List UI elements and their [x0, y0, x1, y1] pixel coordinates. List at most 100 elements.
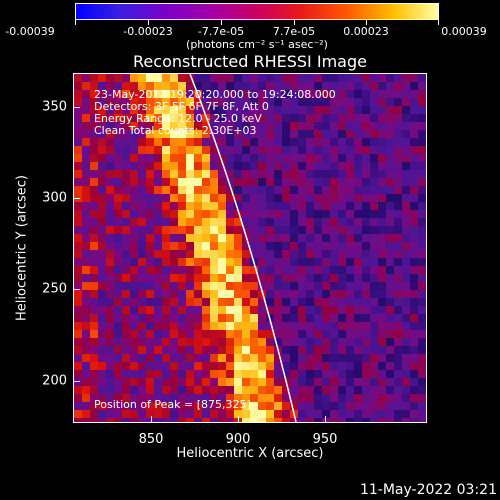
heatmap-cell [154, 362, 162, 370]
heatmap-cell [186, 226, 194, 234]
heatmap-cell [98, 162, 106, 170]
heatmap-cell [178, 290, 186, 298]
heatmap-cell [266, 370, 274, 378]
heatmap-cell [74, 338, 82, 346]
heatmap-cell [250, 354, 258, 362]
heatmap-cell [402, 234, 410, 242]
heatmap-cell [146, 354, 154, 362]
heatmap-cell [250, 362, 258, 370]
heatmap-cell [346, 322, 354, 330]
heatmap-cell [202, 354, 210, 362]
heatmap-cell [258, 98, 266, 106]
heatmap-cell [178, 178, 186, 186]
heatmap-cell [170, 330, 178, 338]
heatmap-cell [386, 378, 394, 386]
colorbar-tick-label: 0.00039 [441, 25, 487, 38]
heatmap-cell [282, 258, 290, 266]
heatmap-cell [402, 154, 410, 162]
heatmap-cell [226, 114, 234, 122]
heatmap-cell [410, 194, 418, 202]
heatmap-cell [354, 330, 362, 338]
heatmap-cell [394, 154, 402, 162]
heatmap-cell [154, 98, 162, 106]
heatmap-cell [322, 170, 330, 178]
heatmap-cell [322, 130, 330, 138]
heatmap-cell [130, 226, 138, 234]
heatmap-cell [234, 130, 242, 138]
heatmap-cell [154, 74, 162, 82]
heatmap-cell [402, 266, 410, 274]
heatmap-cell [82, 322, 90, 330]
heatmap-cell [314, 362, 322, 370]
heatmap-cell [298, 74, 306, 82]
heatmap-cell [378, 386, 386, 394]
heatmap-cell [354, 154, 362, 162]
colorbar-tick-label: -7.7e-05 [197, 25, 245, 38]
heatmap-cell [146, 362, 154, 370]
heatmap-cell [162, 130, 170, 138]
heatmap-cell [122, 370, 130, 378]
heatmap-cell [402, 146, 410, 154]
heatmap-cell [322, 146, 330, 154]
heatmap-cell [146, 242, 154, 250]
heatmap-cell [306, 138, 314, 146]
heatmap-cell [242, 378, 250, 386]
heatmap-cell [298, 178, 306, 186]
heatmap-cell [394, 346, 402, 354]
heatmap-cell [138, 314, 146, 322]
heatmap-cell [322, 386, 330, 394]
heatmap-cell [194, 410, 202, 418]
heatmap-cell [290, 234, 298, 242]
heatmap-cell [98, 314, 106, 322]
heatmap-cell [106, 210, 114, 218]
heatmap-cell [274, 306, 282, 314]
heatmap-cell [154, 370, 162, 378]
heatmap-cell [146, 394, 154, 402]
heatmap-cell [306, 314, 314, 322]
heatmap-cell [362, 226, 370, 234]
heatmap-cell [322, 226, 330, 234]
heatmap-cell [370, 218, 378, 226]
heatmap-cell [402, 242, 410, 250]
heatmap-cell [354, 178, 362, 186]
heatmap-cell [186, 282, 194, 290]
heatmap-cell [106, 378, 114, 386]
heatmap-cell [330, 98, 338, 106]
heatmap-cell [138, 250, 146, 258]
heatmap-cell [90, 98, 98, 106]
heatmap-cell [114, 418, 122, 422]
heatmap-cell [90, 186, 98, 194]
heatmap-cell [346, 74, 354, 82]
heatmap-cell [90, 298, 98, 306]
heatmap-cell [122, 218, 130, 226]
heatmap-cell [346, 162, 354, 170]
heatmap-cell [290, 226, 298, 234]
heatmap-cell [162, 122, 170, 130]
heatmap-cell [202, 170, 210, 178]
heatmap-cell [418, 202, 426, 210]
heatmap-cell [170, 74, 178, 82]
heatmap-cell [274, 74, 282, 82]
heatmap-cell [258, 274, 266, 282]
heatmap-cell [146, 162, 154, 170]
heatmap-cell [170, 194, 178, 202]
heatmap-cell [274, 114, 282, 122]
heatmap-cell [410, 338, 418, 346]
heatmap-cell [370, 114, 378, 122]
heatmap-cell [330, 354, 338, 362]
heatmap-cell [258, 386, 266, 394]
heatmap-cell [218, 106, 226, 114]
heatmap-cell [282, 306, 290, 314]
heatmap-cell [82, 274, 90, 282]
heatmap-cell [90, 146, 98, 154]
heatmap-cell [362, 378, 370, 386]
heatmap-cell [186, 194, 194, 202]
heatmap-cell [322, 122, 330, 130]
heatmap-cell [194, 282, 202, 290]
heatmap-cell [322, 298, 330, 306]
heatmap-cell [90, 194, 98, 202]
heatmap-cell [242, 290, 250, 298]
heatmap-cell [226, 370, 234, 378]
heatmap-cell [322, 346, 330, 354]
heatmap-cell [322, 322, 330, 330]
